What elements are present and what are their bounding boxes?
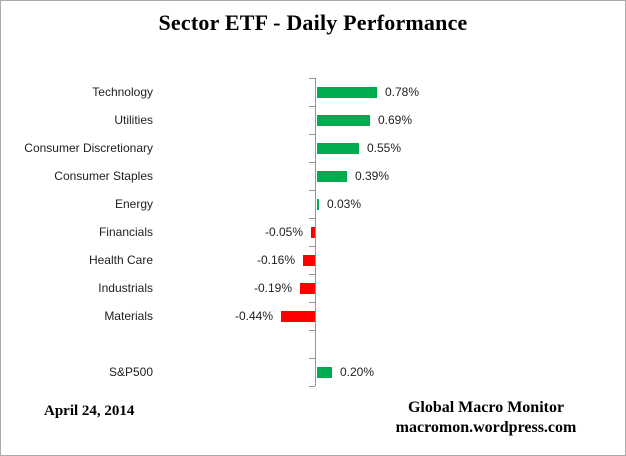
axis-tick xyxy=(309,106,315,107)
bar-positive xyxy=(317,142,359,154)
value-label: -0.05% xyxy=(264,225,303,239)
category-label: Health Care xyxy=(88,253,153,267)
axis-tick xyxy=(309,358,315,359)
y-axis xyxy=(315,78,316,386)
bar-negative xyxy=(303,254,315,266)
axis-tick xyxy=(309,218,315,219)
axis-tick xyxy=(309,302,315,303)
bar-positive xyxy=(317,86,377,98)
axis-tick xyxy=(309,386,315,387)
axis-tick xyxy=(309,78,315,79)
category-label: Industrials xyxy=(98,281,153,295)
axis-tick xyxy=(309,134,315,135)
category-label: Consumer Discretionary xyxy=(24,141,153,155)
category-label: Technology xyxy=(92,85,153,99)
bar-positive xyxy=(317,366,332,378)
footer-date: April 24, 2014 xyxy=(44,403,135,419)
source-url: macromon.wordpress.com xyxy=(395,419,577,436)
value-label: -0.19% xyxy=(253,281,292,295)
category-label: Energy xyxy=(114,197,153,211)
bar-positive xyxy=(317,198,319,210)
bar-negative xyxy=(281,310,315,322)
source-name: Global Macro Monitor xyxy=(407,399,565,416)
value-label: -0.44% xyxy=(234,309,273,323)
category-label: Materials xyxy=(104,309,153,323)
value-label: -0.16% xyxy=(256,253,295,267)
axis-tick xyxy=(309,162,315,163)
axis-tick xyxy=(309,330,315,331)
value-label: 0.20% xyxy=(340,365,375,379)
axis-tick xyxy=(309,190,315,191)
bar-positive xyxy=(317,170,347,182)
bar-positive xyxy=(317,114,370,126)
category-label: Utilities xyxy=(114,113,153,127)
bar-negative xyxy=(311,226,315,238)
footer-source: Global Macro Monitor macromon.wordpress.… xyxy=(355,398,617,438)
value-label: 0.69% xyxy=(378,113,413,127)
category-label: Consumer Staples xyxy=(54,169,153,183)
category-label: Financials xyxy=(98,225,153,239)
value-label: 0.39% xyxy=(355,169,390,183)
axis-tick xyxy=(309,274,315,275)
category-label: S&P500 xyxy=(108,365,153,379)
bar-negative xyxy=(300,282,315,294)
chart-title: Sector ETF - Daily Performance xyxy=(158,10,468,35)
value-label: 0.55% xyxy=(367,141,402,155)
value-label: 0.78% xyxy=(385,85,420,99)
value-label: 0.03% xyxy=(327,197,362,211)
axis-tick xyxy=(309,246,315,247)
